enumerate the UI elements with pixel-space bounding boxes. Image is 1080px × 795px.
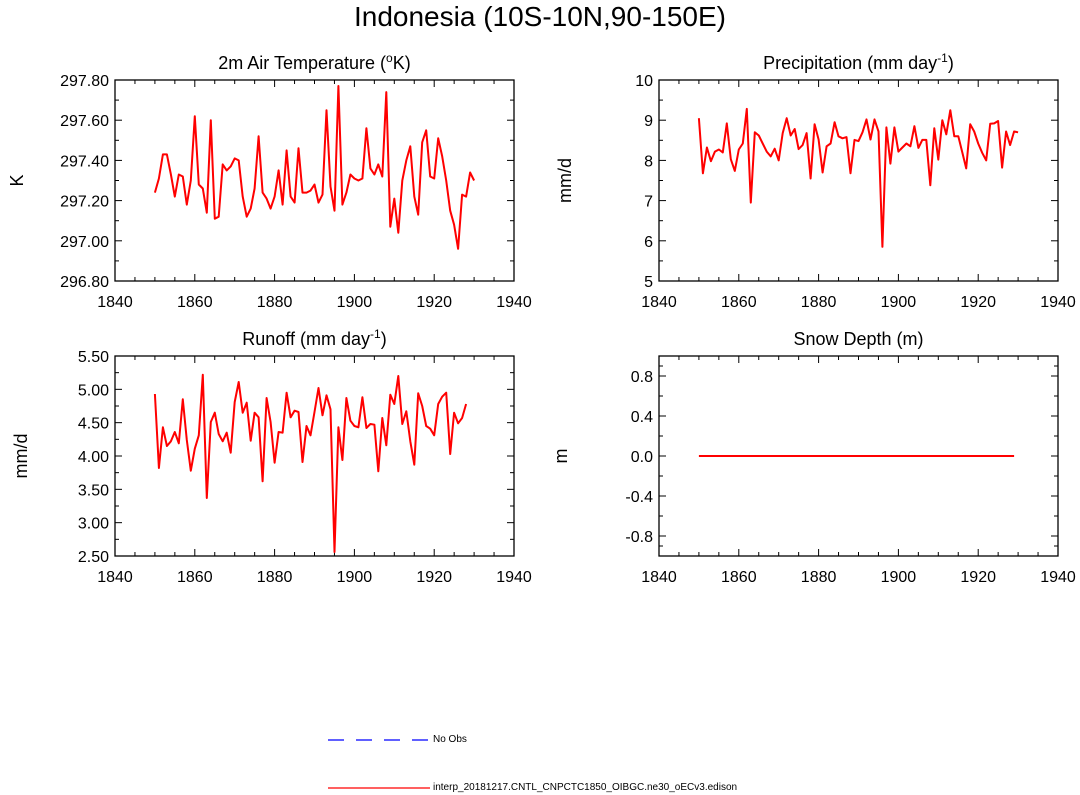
precipitation-xtick-label: 1900 — [881, 294, 917, 311]
precipitation-title: Precipitation (mm day-1) — [763, 51, 954, 73]
snow-depth-xtick-label: 1900 — [881, 569, 917, 586]
temperature-xtick-label: 1900 — [337, 294, 373, 311]
snow-depth-ytick-label: 0.0 — [631, 449, 653, 466]
temperature-xtick-label: 1840 — [97, 294, 133, 311]
snow-depth-xtick-label: 1940 — [1040, 569, 1076, 586]
snow-depth-xtick-label: 1920 — [960, 569, 996, 586]
temperature-ytick-label: 297.80 — [60, 73, 109, 90]
runoff-ytick-label: 5.50 — [78, 349, 109, 366]
precipitation-xtick-label: 1880 — [801, 294, 837, 311]
runoff-ytick-label: 4.50 — [78, 416, 109, 433]
temperature-xtick-label: 1940 — [496, 294, 532, 311]
precipitation-xtick-label: 1840 — [641, 294, 677, 311]
snow-depth-xtick-label: 1880 — [801, 569, 837, 586]
snow-depth-ytick-label: -0.4 — [625, 489, 653, 506]
temperature-ylabel: K — [7, 174, 27, 186]
runoff-ytick-label: 3.50 — [78, 482, 109, 499]
temperature-ytick-label: 297.20 — [60, 194, 109, 211]
precipitation-xtick-label: 1860 — [721, 294, 757, 311]
runoff-xtick-label: 1920 — [416, 569, 452, 586]
precipitation-ytick-label: 5 — [644, 274, 653, 291]
snow-depth-ytick-label: -0.8 — [625, 529, 653, 546]
precipitation-xtick-label: 1940 — [1040, 294, 1076, 311]
panel-runoff: Runoff (mm day-1) mm/d 1840 1860 1880 1900 192… — [11, 327, 532, 586]
temperature-ytick-label: 297.00 — [60, 234, 109, 251]
runoff-ytick-label: 2.50 — [78, 549, 109, 566]
panel-precipitation: Precipitation (mm day-1) mm/d 1840 1860 1880… — [555, 51, 1076, 311]
precipitation-ytick-label: 7 — [644, 194, 653, 211]
snow-depth-xtick-label: 1840 — [641, 569, 677, 586]
runoff-series-line — [153, 373, 468, 553]
runoff-xtick-label: 1940 — [496, 569, 532, 586]
runoff-ytick-label: 3.00 — [78, 516, 109, 533]
temperature-title: 2m Air Temperature (oK) — [218, 51, 410, 73]
snow-depth-ylabel: m — [551, 449, 571, 464]
snow-depth-title: Snow Depth (m) — [793, 329, 923, 349]
precipitation-ytick-label: 9 — [644, 113, 653, 130]
precipitation-ytick-label: 6 — [644, 234, 653, 251]
precipitation-ytick-label: 8 — [644, 153, 653, 170]
panel-snow-depth: Snow Depth (m) m 1840 1860 1880 1900 1920 1940 -… — [551, 329, 1076, 586]
temperature-ytick-label: 297.40 — [60, 153, 109, 170]
runoff-xtick-label: 1900 — [337, 569, 373, 586]
figure-title: Indonesia (10S-10N,90-150E) — [353, 1, 726, 32]
snow-depth-xtick-label: 1860 — [721, 569, 757, 586]
snow-depth-ytick-label: 0.4 — [631, 409, 653, 426]
precipitation-ylabel: mm/d — [555, 158, 575, 203]
temperature-xtick-label: 1920 — [416, 294, 452, 311]
runoff-title: Runoff (mm day-1) — [242, 327, 386, 349]
legend-obs-label: No Obs — [433, 734, 467, 745]
temperature-xtick-label: 1880 — [257, 294, 293, 311]
runoff-xtick-label: 1880 — [257, 569, 293, 586]
temperature-ytick-label: 297.60 — [60, 113, 109, 130]
runoff-xtick-label: 1860 — [177, 569, 213, 586]
temperature-series-line — [153, 85, 475, 250]
precipitation-series-line — [697, 107, 1019, 248]
runoff-ytick-label: 5.00 — [78, 382, 109, 399]
runoff-ylabel: mm/d — [11, 434, 31, 479]
precipitation-ytick-label: 10 — [635, 73, 653, 90]
temperature-xtick-label: 1860 — [177, 294, 213, 311]
legend-model-label: interp_20181217.CNTL_CNPCTC1850_OIBGC.ne… — [433, 782, 738, 793]
precipitation-xtick-label: 1920 — [960, 294, 996, 311]
snow-depth-ytick-label: 0.8 — [631, 369, 653, 386]
runoff-ytick-label: 4.00 — [78, 449, 109, 466]
temperature-ytick-label: 296.80 — [60, 274, 109, 291]
runoff-xtick-label: 1840 — [97, 569, 133, 586]
panel-temperature: 2m Air Temperature (oK) K 1840 1860 1880 1900… — [7, 51, 532, 311]
